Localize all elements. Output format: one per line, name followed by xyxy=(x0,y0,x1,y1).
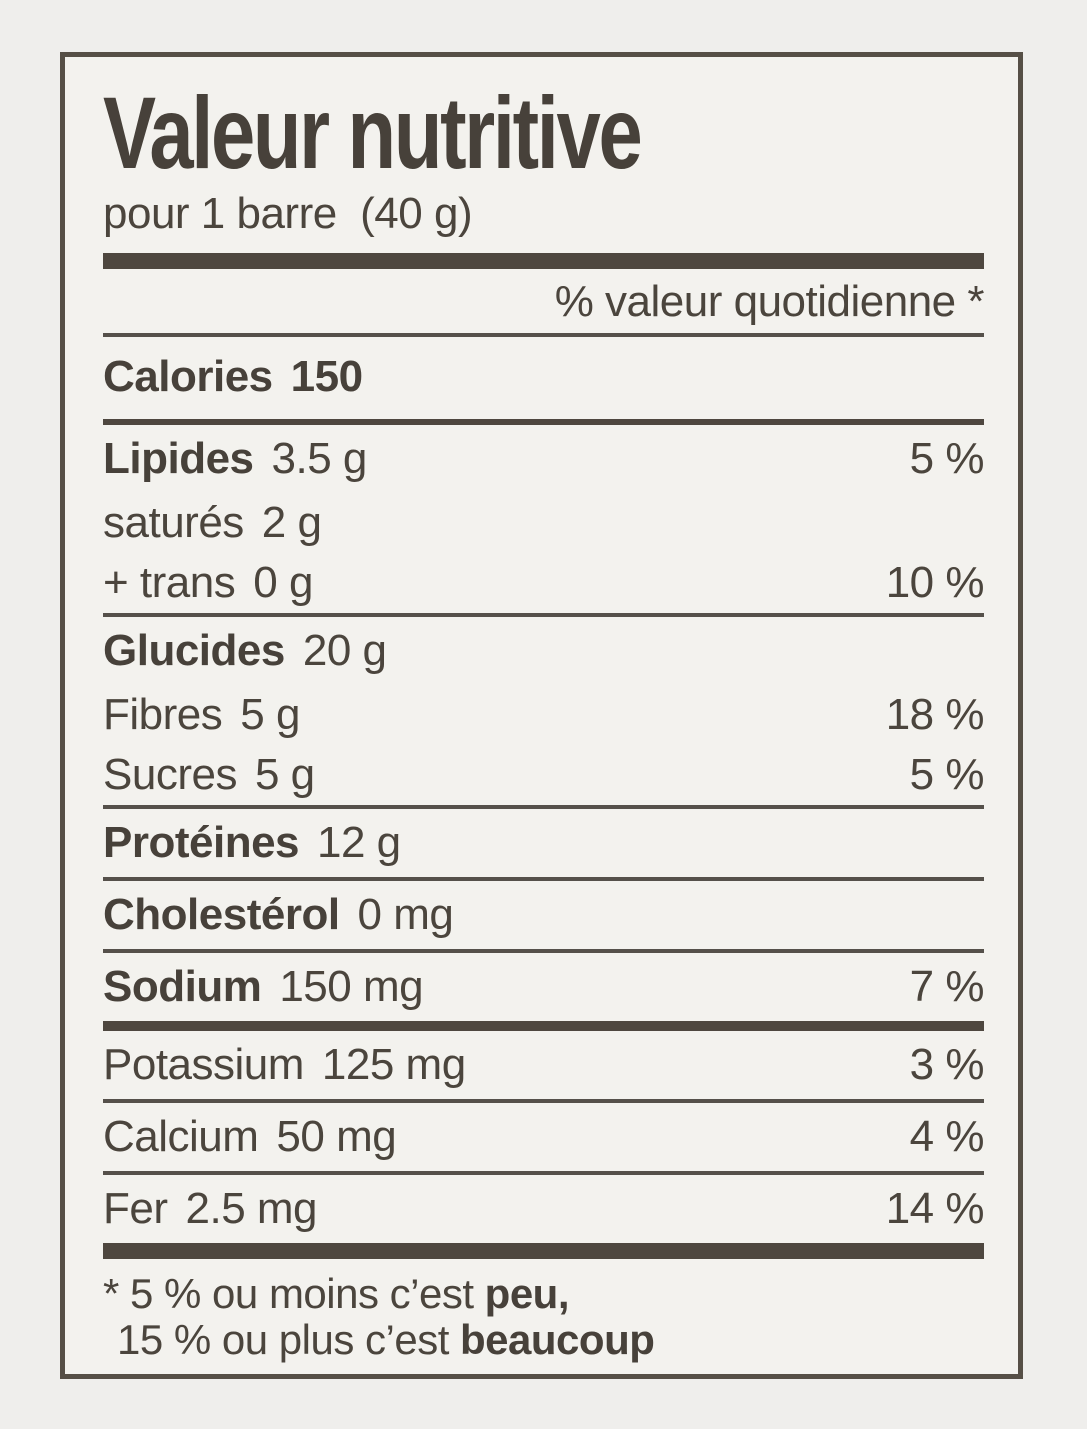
nutrition-facts-label: Valeur nutritive pour 1 barre (40 g) % v… xyxy=(60,52,1023,1379)
nutrient-row-cholesterol: Cholestérol 0 mg xyxy=(103,881,984,949)
nutrient-daily-value: 18 % xyxy=(885,690,985,739)
nutrient-daily-value: 5 % xyxy=(909,750,985,799)
nutrient-name: Fer xyxy=(103,1184,168,1233)
calories-label: Calories xyxy=(103,352,273,401)
footnote-text: 15 % ou plus c’est xyxy=(117,1316,461,1363)
nutrient-name: Cholestérol xyxy=(103,890,340,939)
nutrient-name: Sodium xyxy=(103,962,262,1011)
nutrient-name: Fibres xyxy=(103,690,223,739)
calories-value: 150 xyxy=(290,352,363,401)
nutrient-name: Lipides xyxy=(103,434,254,483)
footnote-text: * 5 % ou moins c’est xyxy=(103,1270,485,1317)
nutrient-daily-value: 5 % xyxy=(909,434,985,483)
nutrient-amount: 50 mg xyxy=(276,1112,397,1161)
nutrient-name: Protéines xyxy=(103,818,300,867)
nutrient-amount: 5 g xyxy=(240,690,300,739)
thick-divider-top xyxy=(103,253,984,269)
label-title: Valeur nutritive xyxy=(103,76,643,190)
nutrient-amount: 12 g xyxy=(317,818,401,867)
nutrient-row-satures: saturés 2 g xyxy=(103,493,984,553)
nutrient-name: Glucides xyxy=(103,626,285,675)
rule-below-calcium xyxy=(103,1171,984,1175)
nutrient-daily-value: 4 % xyxy=(909,1112,985,1161)
rule-below-potassium xyxy=(103,1099,984,1103)
nutrient-amount: 2 g xyxy=(261,498,322,547)
footnote-emphasis-peu: peu, xyxy=(484,1270,570,1317)
nutrient-name: Calcium xyxy=(103,1112,259,1161)
nutrient-row-glucides: Glucides 20 g xyxy=(103,617,984,685)
nutrient-daily-value: 3 % xyxy=(909,1040,985,1089)
thick-divider-bottom xyxy=(103,1243,984,1259)
nutrient-daily-value: 10 % xyxy=(885,558,985,607)
nutrient-row-calcium: Calcium 50 mg 4 % xyxy=(103,1103,985,1171)
label-title-wrap: Valeur nutritive xyxy=(103,76,984,190)
rule-below-proteines xyxy=(103,877,984,881)
nutrient-amount: 125 mg xyxy=(321,1040,466,1089)
nutrient-amount: 3.5 g xyxy=(271,434,368,483)
rule-below-calories xyxy=(103,419,984,425)
nutrient-daily-value: 14 % xyxy=(885,1184,985,1233)
nutrient-amount: 20 g xyxy=(302,626,387,675)
nutrient-amount: 2.5 mg xyxy=(185,1184,318,1233)
nutrient-row-fibres: Fibres 5 g 18 % xyxy=(103,685,985,745)
serving-size: pour 1 barre (40 g) xyxy=(103,189,473,238)
nutrient-row-proteines: Protéines 12 g xyxy=(103,809,984,877)
nutrient-name: saturés xyxy=(103,498,244,547)
rule-below-glucides xyxy=(103,805,984,809)
nutrient-name: + trans xyxy=(103,558,236,607)
daily-value-header: % valeur quotidienne * xyxy=(554,277,985,326)
nutrient-amount: 0 mg xyxy=(357,890,454,939)
daily-value-footnote: * 5 % ou moins c’est peu, 15 % ou plus c… xyxy=(103,1271,984,1363)
footnote-line-2: 15 % ou plus c’est beaucoup xyxy=(103,1317,984,1363)
rule-below-cholesterol xyxy=(103,949,984,953)
nutrient-amount: 5 g xyxy=(254,750,315,799)
rule-above-calories xyxy=(103,333,984,337)
calories-row: Calories 150 xyxy=(103,337,984,419)
nutrient-row-sodium: Sodium 150 mg 7 % xyxy=(103,953,985,1021)
nutrient-row-fer: Fer 2.5 mg 14 % xyxy=(103,1175,985,1243)
nutrient-name: Sucres xyxy=(103,750,237,799)
nutrient-daily-value: 7 % xyxy=(909,962,985,1011)
nutrient-row-sucres: Sucres 5 g 5 % xyxy=(103,745,985,805)
footnote-emphasis-beaucoup: beaucoup xyxy=(460,1316,655,1363)
nutrient-name: Potassium xyxy=(103,1040,304,1089)
nutrient-row-lipides: Lipides 3.5 g 5 % xyxy=(103,425,985,493)
rule-below-lipides xyxy=(103,613,984,617)
thick-divider-below-sodium xyxy=(103,1021,984,1031)
nutrient-row-potassium: Potassium 125 mg 3 % xyxy=(103,1031,985,1099)
nutrient-amount: 150 mg xyxy=(279,962,424,1011)
nutrient-amount: 0 g xyxy=(253,558,313,607)
footnote-line-1: * 5 % ou moins c’est peu, xyxy=(103,1271,984,1317)
nutrient-row-trans: + trans 0 g 10 % xyxy=(103,553,985,613)
